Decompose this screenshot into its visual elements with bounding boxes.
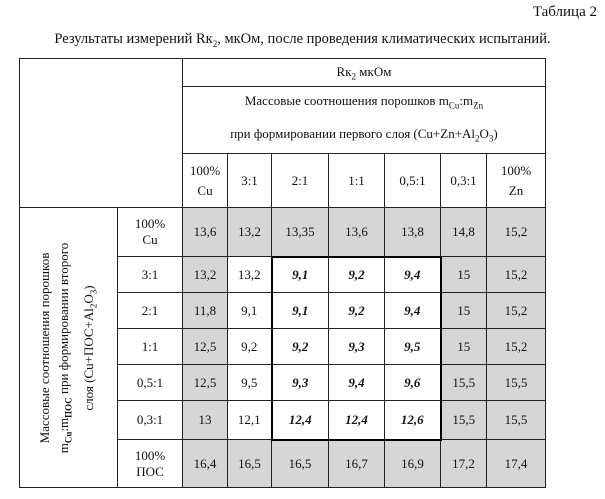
table-caption: Результаты измерений Rк2, мкОм, после пр… [0, 31, 605, 49]
value-cell: 13,2 [228, 208, 272, 257]
value-cell: 15,5 [487, 365, 546, 401]
value-cell: 13 [183, 401, 228, 440]
value-cell: 12,6 [385, 401, 441, 440]
value-cell: 9,6 [385, 365, 441, 401]
column-header: 2:1 [272, 154, 329, 208]
value-cell: 9,1 [228, 293, 272, 329]
row-header: 0,5:1 [118, 365, 183, 401]
value-cell: 12,5 [183, 365, 228, 401]
column-header: 100%Zn [487, 154, 546, 208]
value-cell: 15,2 [487, 208, 546, 257]
value-cell: 13,6 [329, 208, 385, 257]
row-header: 100%Cu [118, 208, 183, 257]
value-cell: 13,2 [183, 257, 228, 293]
value-cell: 15,2 [487, 257, 546, 293]
value-cell: 15 [441, 257, 487, 293]
value-cell: 12,4 [272, 401, 329, 440]
value-cell: 16,5 [272, 440, 329, 488]
value-cell: 11,8 [183, 293, 228, 329]
value-cell: 14,8 [441, 208, 487, 257]
value-cell: 17,2 [441, 440, 487, 488]
value-cell: 13,6 [183, 208, 228, 257]
value-cell: 15,5 [441, 401, 487, 440]
table-number: Таблица 2 [533, 4, 597, 21]
value-cell: 9,4 [385, 293, 441, 329]
value-cell: 13,2 [228, 257, 272, 293]
column-header: 0,3:1 [441, 154, 487, 208]
value-cell: 9,2 [228, 329, 272, 365]
column-header: 3:1 [228, 154, 272, 208]
row-header: 1:1 [118, 329, 183, 365]
value-cell: 12,1 [228, 401, 272, 440]
value-cell: 9,1 [272, 257, 329, 293]
value-cell: 17,4 [487, 440, 546, 488]
value-cell: 12,4 [329, 401, 385, 440]
value-cell: 9,4 [385, 257, 441, 293]
column-header: 0,5:1 [385, 154, 441, 208]
value-cell: 15,2 [487, 329, 546, 365]
results-table: Rк2 мкОм Массовые соотношения порошков m… [19, 58, 546, 488]
row-header: 0,3:1 [118, 401, 183, 440]
value-cell: 13,8 [385, 208, 441, 257]
value-cell: 16,5 [228, 440, 272, 488]
value-cell: 15,5 [487, 401, 546, 440]
value-cell: 15,2 [487, 293, 546, 329]
ratio-header: Массовые соотношения порошков mCu:mZn пр… [183, 87, 546, 154]
measure-header: Rк2 мкОм [183, 59, 546, 87]
column-header: 100%Cu [183, 154, 228, 208]
value-cell: 12,5 [183, 329, 228, 365]
value-cell: 9,1 [272, 293, 329, 329]
row-header: 2:1 [118, 293, 183, 329]
value-cell: 15 [441, 293, 487, 329]
value-cell: 16,9 [385, 440, 441, 488]
value-cell: 13,35 [272, 208, 329, 257]
value-cell: 9,5 [385, 329, 441, 365]
value-cell: 16,7 [329, 440, 385, 488]
value-cell: 9,4 [329, 365, 385, 401]
row-axis-label: Массовые соотношения порошковmCu:mПОС пр… [20, 208, 118, 488]
value-cell: 15,5 [441, 365, 487, 401]
row-header: 3:1 [118, 257, 183, 293]
value-cell: 9,2 [272, 329, 329, 365]
corner-cell [20, 59, 183, 208]
table-row: Массовые соотношения порошковmCu:mПОС пр… [20, 208, 546, 257]
column-header: 1:1 [329, 154, 385, 208]
value-cell: 15 [441, 329, 487, 365]
value-cell: 16,4 [183, 440, 228, 488]
value-cell: 9,5 [228, 365, 272, 401]
value-cell: 9,3 [272, 365, 329, 401]
value-cell: 9,2 [329, 293, 385, 329]
value-cell: 9,2 [329, 257, 385, 293]
row-header: 100%ПОС [118, 440, 183, 488]
value-cell: 9,3 [329, 329, 385, 365]
